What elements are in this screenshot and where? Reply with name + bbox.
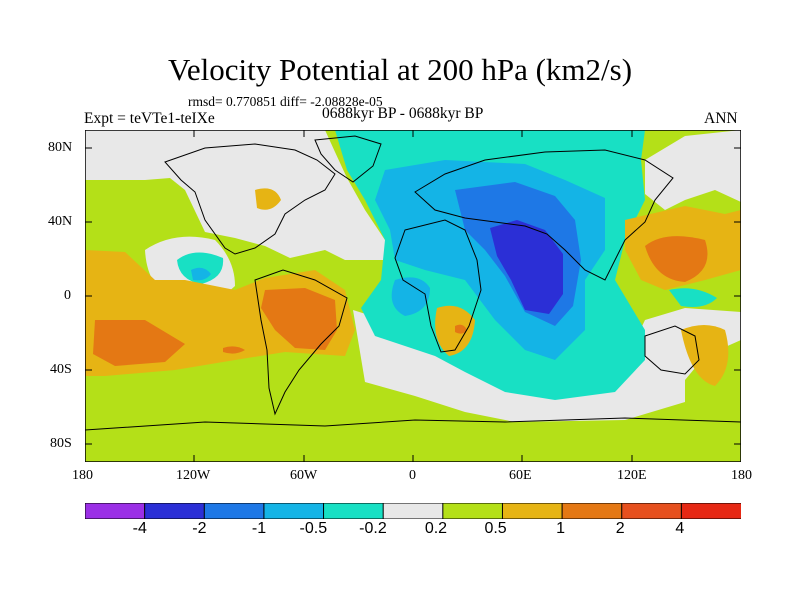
x-tick-label: 60E xyxy=(509,468,532,483)
coastlines xyxy=(85,135,741,431)
colorbar-label: 1 xyxy=(556,520,565,537)
colorbar-label: 0.5 xyxy=(484,520,507,537)
y-tick-label: 0 xyxy=(64,288,71,303)
colorbar-swatch xyxy=(323,503,385,519)
field-neg-east-pacific xyxy=(669,288,717,307)
x-tick-label: 0 xyxy=(409,468,416,483)
season-label: ANN xyxy=(704,110,738,127)
experiment-label: Expt = teVTe1-teIXe xyxy=(84,110,215,127)
colorbar-label: -1 xyxy=(251,520,267,537)
colorbar-swatch xyxy=(442,503,504,519)
x-tick-label: 120E xyxy=(617,468,647,483)
colorbar-swatch xyxy=(680,503,741,519)
y-tick-label: 40N xyxy=(48,214,73,229)
coast-australia xyxy=(644,325,700,375)
coast-south-america xyxy=(254,269,348,416)
x-tick-label: 180 xyxy=(731,468,752,483)
field-neutral-north xyxy=(85,130,385,260)
colorbar-swatch xyxy=(561,503,623,519)
field-neutral-east xyxy=(645,130,741,210)
field-neg-pacific-core xyxy=(191,267,211,281)
velocity-potential-map xyxy=(85,130,741,462)
x-tick-label: 120W xyxy=(176,468,211,483)
axis-ticks xyxy=(85,130,741,462)
y-tick-label: 80N xyxy=(48,140,73,155)
colorbar-label: -2 xyxy=(192,520,207,537)
field-pos-mid-asia xyxy=(645,236,708,282)
field-pos-light-australia xyxy=(681,325,729,386)
colorbar-label: -4 xyxy=(132,520,147,537)
coast-greenland xyxy=(314,135,382,183)
field-pos-mid-southpacific xyxy=(93,320,185,366)
field-pos-mid-small xyxy=(223,346,245,354)
coast-antarctica xyxy=(85,417,741,431)
x-tick-label: 180 xyxy=(72,468,93,483)
y-tick-label: 80S xyxy=(50,436,72,451)
colorbar-label: -0.5 xyxy=(299,520,328,537)
field-neg-strong xyxy=(490,220,563,314)
field-pos-mid-southamerica xyxy=(261,288,337,350)
colorbar-label: 2 xyxy=(615,520,625,537)
colorbar-label: -0.2 xyxy=(359,520,387,537)
coast-eurasia xyxy=(414,149,674,281)
colorbar xyxy=(85,503,741,519)
period-label: 0688kyr BP - 0688kyr BP xyxy=(322,105,484,122)
colorbar-swatch xyxy=(144,503,206,519)
colorbar-swatch xyxy=(263,503,325,519)
colorbar-label: 4 xyxy=(675,520,685,537)
coast-north-america xyxy=(164,143,336,255)
colorbar-label: 0.2 xyxy=(424,520,448,537)
chart-title: Velocity Potential at 200 hPa (km2/s) xyxy=(167,52,633,87)
colorbar-swatch xyxy=(203,503,265,519)
y-tick-label: 40S xyxy=(50,362,72,377)
colorbar-swatch xyxy=(501,503,564,519)
colorbar-swatch xyxy=(621,503,683,519)
field-pos-light-na xyxy=(255,188,281,210)
colorbar-swatch xyxy=(382,503,444,519)
x-tick-label: 60W xyxy=(290,468,318,483)
field-neg-light-patch xyxy=(391,277,430,316)
colorbar-swatch xyxy=(85,503,146,519)
stats-label: rmsd= 0.770851 diff= -2.08828e-05 xyxy=(188,94,383,109)
coast-africa xyxy=(394,219,482,353)
field-pos-mid-africa xyxy=(455,324,467,334)
